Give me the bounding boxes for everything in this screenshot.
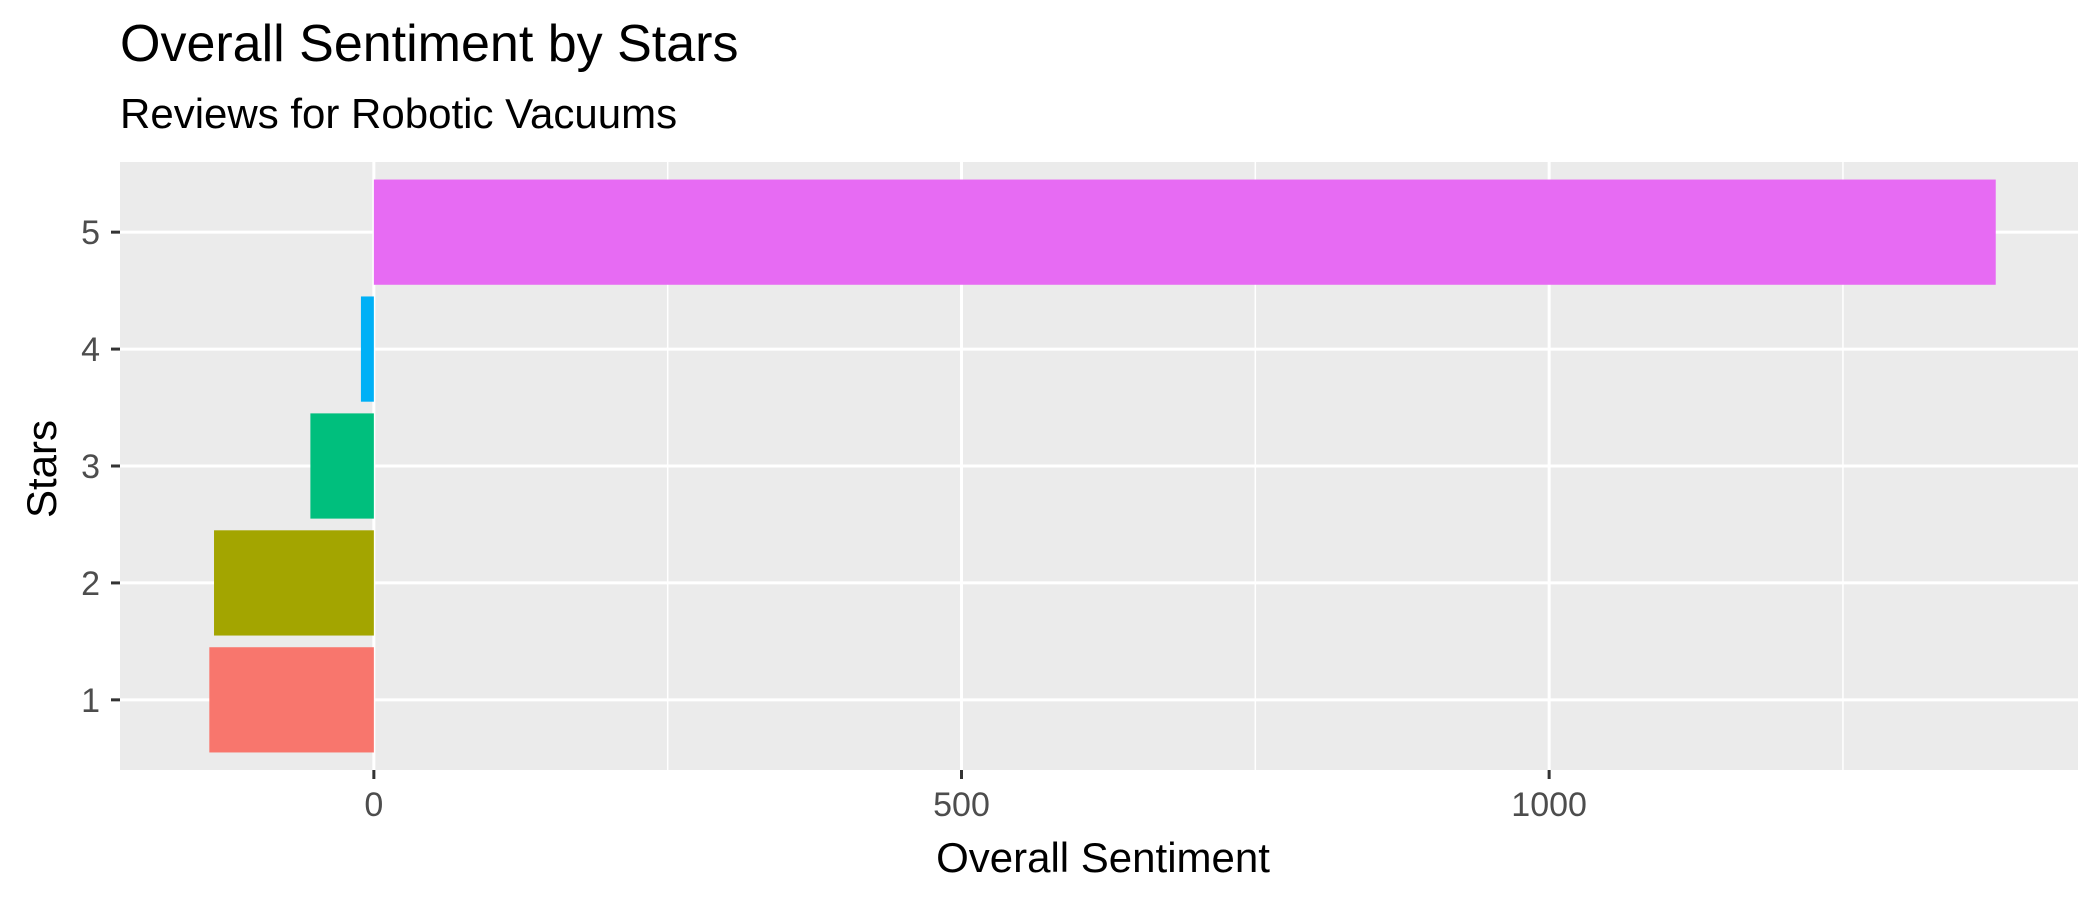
chart-title: Overall Sentiment by Stars <box>120 15 738 73</box>
y-tick-label: 2 <box>81 565 100 603</box>
y-axis-title: Stars <box>18 420 65 518</box>
x-tick-label: 500 <box>933 786 990 824</box>
bar-stars-2 <box>214 530 374 636</box>
bar-stars-3 <box>310 413 374 519</box>
bars <box>209 179 1996 753</box>
y-tick-label: 5 <box>81 214 100 252</box>
x-axis: 0 500 1000 <box>364 770 1587 824</box>
bar-stars-5 <box>373 179 1996 285</box>
bar-stars-4 <box>360 296 374 402</box>
x-axis-title: Overall Sentiment <box>936 834 1270 881</box>
x-tick-label: 0 <box>364 786 383 824</box>
bar-stars-1 <box>209 647 374 753</box>
y-axis: 1 2 3 4 5 <box>81 214 120 720</box>
x-tick-label: 1000 <box>1511 786 1587 824</box>
y-tick-label: 4 <box>81 331 100 369</box>
y-tick-label: 3 <box>81 448 100 486</box>
chart-subtitle: Reviews for Robotic Vacuums <box>120 90 677 137</box>
y-tick-label: 1 <box>81 682 100 720</box>
